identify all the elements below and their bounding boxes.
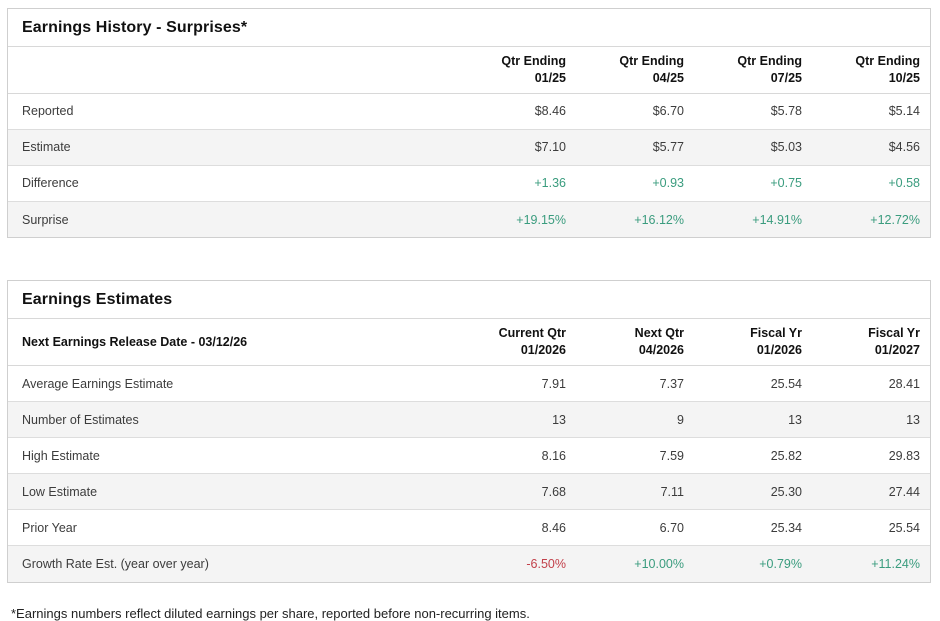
cell-value: 29.83 bbox=[812, 437, 930, 474]
earnings-history-table: Qtr Ending 01/25 Qtr Ending 04/25 Qtr Ending… bbox=[8, 47, 930, 238]
table-row: Growth Rate Est. (year over year) -6.50% +… bbox=[8, 545, 930, 582]
cell-value: 28.41 bbox=[812, 365, 930, 402]
cell-value: +11.24% bbox=[871, 556, 920, 571]
column-header: Qtr Ending 10/25 bbox=[812, 47, 930, 94]
earnings-history-column-headers: Qtr Ending 01/25 Qtr Ending 04/25 Qtr Ending… bbox=[8, 47, 930, 94]
cell-value: 13 bbox=[694, 401, 812, 438]
earnings-history-title: Earnings History - Surprises* bbox=[8, 9, 930, 47]
column-header-row: Next Earnings Release Date - 03/12/26 Cur… bbox=[8, 319, 930, 367]
column-header: Fiscal Yr 01/2026 bbox=[694, 319, 812, 367]
cell-value: +0.58 bbox=[812, 165, 930, 202]
cell-value: 6.70 bbox=[576, 509, 694, 546]
table-row: Surprise +19.15% +16.12% +14.91% +12.72% bbox=[8, 201, 930, 238]
earnings-estimates-column-headers: Next Earnings Release Date - 03/12/26 Cur… bbox=[8, 319, 930, 367]
table-row: High Estimate 8.16 7.59 25.82 29.83 bbox=[8, 437, 930, 474]
cell-value: 8.16 bbox=[458, 437, 576, 474]
row-label: Prior Year bbox=[8, 509, 458, 546]
cell-value: +0.79% bbox=[759, 556, 802, 571]
table-row: Number of Estimates 13 9 13 13 bbox=[8, 401, 930, 438]
cell-value: -6.50% bbox=[526, 556, 566, 571]
column-header: Qtr Ending 07/25 bbox=[694, 47, 812, 94]
cell-value: +12.72% bbox=[870, 212, 920, 227]
table-row: Reported $8.46 $6.70 $5.78 $5.14 bbox=[8, 93, 930, 130]
cell-value: $5.03 bbox=[694, 129, 812, 166]
row-label: Reported bbox=[8, 93, 458, 130]
cell-value: +1.36 bbox=[458, 165, 576, 202]
earnings-estimates-table: Next Earnings Release Date - 03/12/26 Cur… bbox=[8, 319, 930, 582]
cell-value: +14.91% bbox=[752, 212, 802, 227]
cell-value: +0.75 bbox=[694, 165, 812, 202]
cell-value: 25.82 bbox=[694, 437, 812, 474]
earnings-estimates-title: Earnings Estimates bbox=[8, 281, 930, 320]
row-label: Number of Estimates bbox=[8, 401, 458, 438]
column-header: Current Qtr 01/2026 bbox=[458, 319, 576, 367]
cell-value: $5.78 bbox=[694, 93, 812, 130]
earnings-estimates-section: Earnings Estimates Next Earnings Release… bbox=[7, 280, 931, 583]
cell-value: 25.54 bbox=[812, 509, 930, 546]
cell-value: 7.91 bbox=[458, 365, 576, 402]
earnings-history-section: Earnings History - Surprises* Qtr Ending… bbox=[7, 8, 931, 239]
cell-value: +16.12% bbox=[634, 212, 684, 227]
cell-value: 25.30 bbox=[694, 473, 812, 510]
row-label: Difference bbox=[8, 165, 458, 202]
column-header-row: Qtr Ending 01/25 Qtr Ending 04/25 Qtr Ending… bbox=[8, 47, 930, 94]
table-row: Low Estimate 7.68 7.11 25.30 27.44 bbox=[8, 473, 930, 510]
row-label: Estimate bbox=[8, 129, 458, 166]
table-row: Average Earnings Estimate 7.91 7.37 25.54 28… bbox=[8, 365, 930, 402]
cell-value: $7.10 bbox=[458, 129, 576, 166]
row-label: Low Estimate bbox=[8, 473, 458, 510]
column-header: Next Qtr 04/2026 bbox=[576, 319, 694, 367]
header-label: Next Earnings Release Date - 03/12/26 bbox=[8, 319, 458, 367]
column-header: Qtr Ending 04/25 bbox=[576, 47, 694, 94]
row-label: High Estimate bbox=[8, 437, 458, 474]
cell-value: 25.34 bbox=[694, 509, 812, 546]
cell-value: 13 bbox=[812, 401, 930, 438]
table-row: Prior Year 8.46 6.70 25.34 25.54 bbox=[8, 509, 930, 546]
header-label bbox=[8, 47, 458, 94]
cell-value: $5.77 bbox=[576, 129, 694, 166]
cell-value: 7.68 bbox=[458, 473, 576, 510]
row-label: Average Earnings Estimate bbox=[8, 365, 458, 402]
cell-value: 9 bbox=[576, 401, 694, 438]
column-header: Qtr Ending 01/25 bbox=[458, 47, 576, 94]
cell-value: +0.93 bbox=[576, 165, 694, 202]
cell-value: $4.56 bbox=[812, 129, 930, 166]
row-label: Growth Rate Est. (year over year) bbox=[22, 556, 209, 571]
cell-value: 25.54 bbox=[694, 365, 812, 402]
cell-value: 13 bbox=[458, 401, 576, 438]
table-row: Difference +1.36 +0.93 +0.75 +0.58 bbox=[8, 165, 930, 202]
cell-value: +10.00% bbox=[634, 556, 684, 571]
column-header: Fiscal Yr 01/2027 bbox=[812, 319, 930, 367]
cell-value: +19.15% bbox=[516, 212, 566, 227]
cell-value: 7.59 bbox=[576, 437, 694, 474]
earnings-history-rows: Reported $8.46 $6.70 $5.78 $5.14 Estimate $7.1… bbox=[8, 93, 930, 238]
cell-value: 27.44 bbox=[812, 473, 930, 510]
cell-value: $8.46 bbox=[458, 93, 576, 130]
cell-value: 7.11 bbox=[576, 473, 694, 510]
row-label: Surprise bbox=[22, 212, 69, 227]
earnings-estimates-rows: Average Earnings Estimate 7.91 7.37 25.54 28… bbox=[8, 365, 930, 582]
cell-value: 8.46 bbox=[458, 509, 576, 546]
cell-value: $5.14 bbox=[812, 93, 930, 130]
cell-value: 7.37 bbox=[576, 365, 694, 402]
cell-value: $6.70 bbox=[576, 93, 694, 130]
table-row: Estimate $7.10 $5.77 $5.03 $4.56 bbox=[8, 129, 930, 166]
